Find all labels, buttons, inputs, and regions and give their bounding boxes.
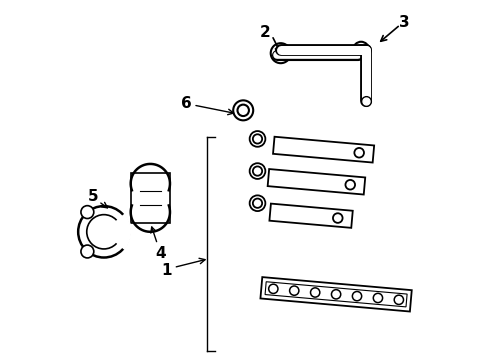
- Bar: [131, 173, 170, 223]
- Text: 4: 4: [156, 246, 167, 261]
- Text: 1: 1: [161, 262, 172, 278]
- Circle shape: [81, 206, 94, 219]
- Text: 2: 2: [259, 25, 270, 40]
- Circle shape: [81, 245, 94, 258]
- Text: 5: 5: [88, 189, 98, 203]
- Text: 6: 6: [181, 96, 192, 111]
- Text: 3: 3: [399, 15, 409, 30]
- Wedge shape: [104, 214, 131, 249]
